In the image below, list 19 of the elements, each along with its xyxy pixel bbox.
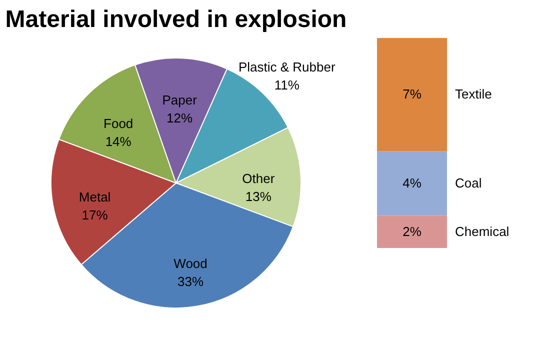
- series-label: Textile: [455, 86, 492, 102]
- data-label: 7%: [402, 86, 422, 102]
- data-label: 11%: [274, 78, 300, 93]
- slice-label: Other: [242, 170, 276, 186]
- data-label: 13%: [245, 188, 272, 204]
- data-label: 17%: [82, 208, 108, 223]
- data-label: 14%: [105, 134, 132, 149]
- data-label: 12%: [166, 110, 193, 126]
- chart-title: Material involved in explosion: [5, 6, 347, 33]
- slice-label: Plastic & Rubber: [238, 60, 336, 75]
- slice-label: Paper: [162, 92, 198, 108]
- series-label: Coal: [455, 175, 482, 190]
- slice-label: Metal: [78, 190, 111, 205]
- slice-label: Food: [104, 116, 134, 131]
- series-label: Chemical: [455, 224, 510, 239]
- data-label: 4%: [402, 175, 422, 190]
- data-label: 33%: [178, 274, 204, 290]
- data-label: 2%: [402, 224, 422, 239]
- slice-label: Wood: [174, 256, 208, 272]
